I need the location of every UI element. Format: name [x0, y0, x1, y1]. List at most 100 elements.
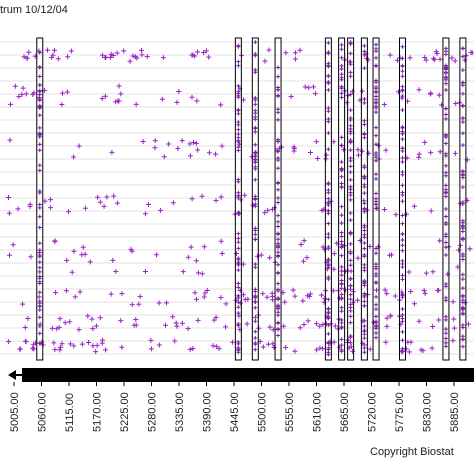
highlight-column [274, 37, 282, 361]
data-point [173, 320, 179, 326]
column-point [253, 67, 258, 72]
data-point [164, 300, 170, 306]
data-point [199, 193, 205, 199]
column-point [443, 336, 448, 341]
data-point [304, 255, 310, 261]
column-point [443, 187, 448, 192]
data-point [371, 319, 377, 325]
column-point [400, 306, 405, 311]
data-point [51, 340, 57, 346]
data-point [271, 205, 277, 211]
column-point [374, 191, 379, 196]
column-point [37, 168, 42, 173]
column-point [443, 81, 448, 86]
column-point [348, 164, 353, 169]
column-point [326, 81, 331, 86]
column-point [443, 64, 448, 69]
column-point [236, 268, 241, 273]
data-point [337, 344, 343, 350]
data-point [219, 251, 225, 257]
column-point [326, 350, 331, 355]
column-point [362, 201, 367, 206]
column-point [326, 181, 331, 186]
data-point [102, 93, 108, 99]
column-point [348, 92, 353, 97]
data-point [453, 100, 459, 106]
column-point [236, 59, 241, 64]
column-point [362, 246, 367, 251]
column-point [460, 300, 465, 305]
data-point [23, 339, 29, 345]
data-point [55, 56, 61, 62]
column-point [236, 246, 241, 251]
data-point [172, 338, 178, 344]
column-point [374, 64, 379, 69]
column-point [348, 308, 353, 313]
column-point [326, 311, 331, 316]
column-point [374, 314, 379, 319]
data-point [408, 339, 414, 345]
data-point [199, 271, 205, 277]
column-point [253, 164, 258, 169]
data-point [152, 138, 158, 144]
column-point [400, 155, 405, 160]
column-point [276, 271, 281, 276]
column-point [326, 130, 331, 135]
column-point [236, 95, 241, 100]
data-point [127, 58, 133, 64]
column-point [362, 318, 367, 323]
data-point [348, 268, 354, 274]
column-point [362, 52, 367, 57]
data-point [450, 338, 456, 344]
data-point [42, 198, 48, 204]
column-point [326, 306, 331, 311]
column-point [37, 65, 42, 70]
column-point [460, 272, 465, 277]
x-tick-label: 5170.00 [92, 392, 104, 432]
data-point [156, 342, 162, 348]
data-point [422, 54, 428, 60]
column-point [400, 63, 405, 68]
data-point [281, 323, 287, 329]
data-point [31, 346, 37, 352]
data-point [65, 54, 71, 60]
highlight-column [36, 37, 44, 361]
column-point [339, 72, 344, 77]
data-point [331, 139, 337, 145]
data-point [76, 327, 82, 333]
column-point [443, 135, 448, 140]
column-point [362, 346, 367, 351]
data-point [301, 238, 307, 244]
data-point [430, 269, 436, 275]
data-point [206, 150, 212, 156]
data-point [382, 207, 388, 213]
column-point [276, 139, 281, 144]
column-point [460, 104, 465, 109]
data-point [48, 197, 54, 203]
column-point [400, 56, 405, 61]
data-point [382, 287, 388, 293]
data-point [170, 200, 176, 206]
data-point [422, 290, 428, 296]
column-point [443, 206, 448, 211]
data-point [53, 290, 59, 296]
highlight-column [399, 37, 407, 361]
data-point [119, 291, 125, 297]
data-point [160, 55, 166, 61]
column-point [348, 177, 353, 182]
column-point [400, 69, 405, 74]
column-point [362, 132, 367, 137]
data-point [100, 52, 106, 58]
column-point [443, 170, 448, 175]
data-point [187, 347, 193, 353]
data-point [267, 324, 273, 330]
data-point [22, 325, 28, 331]
data-point [153, 252, 159, 258]
column-point [326, 40, 331, 45]
data-point [218, 194, 224, 200]
data-point [89, 316, 95, 322]
column-point [374, 264, 379, 269]
column-point [460, 311, 465, 316]
column-point [236, 300, 241, 305]
column-point [253, 299, 258, 304]
